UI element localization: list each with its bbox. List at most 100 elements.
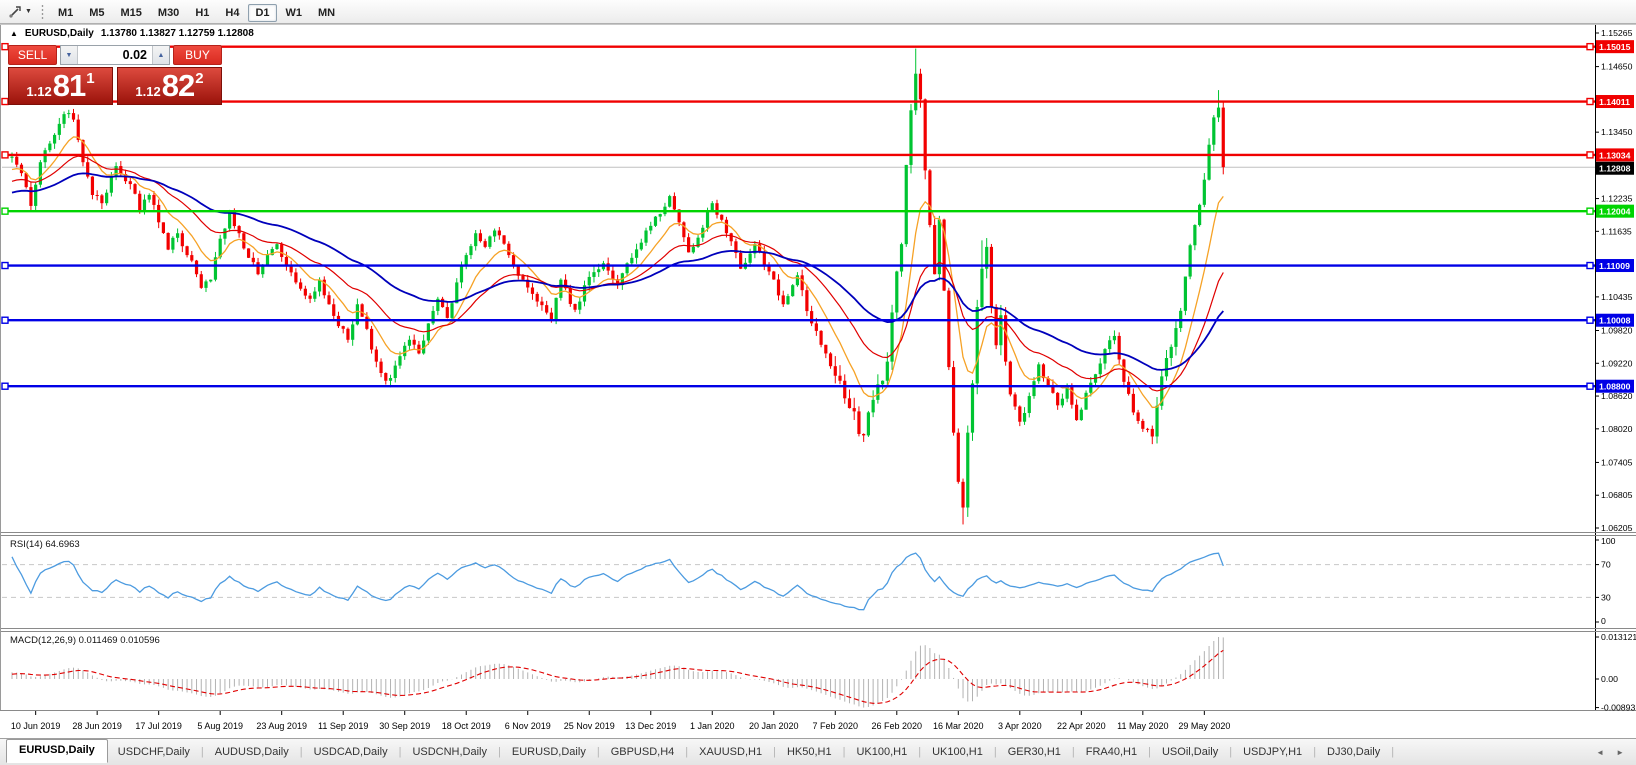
price-chart-canvas[interactable]: 1.15265 1.14650 1.13450 1.12235 1.11635 1.104… bbox=[0, 24, 1636, 738]
price-tick-label: 1.06805 bbox=[1601, 490, 1633, 500]
sell-price-big-digits: 81 bbox=[52, 68, 86, 103]
price-tick-label: 1.09220 bbox=[1601, 358, 1633, 368]
buy-price-pip-digit: 2 bbox=[195, 70, 204, 87]
svg-text:1.08800: 1.08800 bbox=[1599, 382, 1631, 392]
hline-handle[interactable] bbox=[1, 261, 9, 270]
price-tick-label: 1.11635 bbox=[1601, 226, 1632, 236]
hline-handle[interactable] bbox=[1, 382, 9, 390]
price-axis[interactable]: 1.15265 1.14650 1.13450 1.12235 1.11635 1.104… bbox=[1595, 24, 1634, 710]
sell-price-panel[interactable]: 1.12 81 1 bbox=[8, 67, 113, 105]
chart-tab-2[interactable]: AUDUSD,Daily bbox=[214, 746, 289, 758]
date-tick-label: 23 Aug 2019 bbox=[256, 721, 307, 731]
chart-tab-13[interactable]: USOil,Daily bbox=[1161, 746, 1219, 758]
chart-tab-11[interactable]: GER30,H1 bbox=[1007, 746, 1061, 758]
tab-separator: | bbox=[299, 746, 303, 758]
chart-tab-4[interactable]: USDCNH,Daily bbox=[412, 746, 487, 758]
hline-handle[interactable] bbox=[1586, 207, 1594, 215]
chart-window[interactable]: 1.15265 1.14650 1.13450 1.12235 1.11635 1.104… bbox=[0, 24, 1636, 738]
chart-tab-1[interactable]: USDCHF,Daily bbox=[117, 746, 190, 758]
timeframe-button-m30[interactable]: M30 bbox=[157, 6, 180, 19]
hline-handle[interactable] bbox=[1586, 261, 1594, 270]
hline-handle[interactable] bbox=[1586, 151, 1594, 159]
time-axis[interactable]: 10 Jun 2019 28 Jun 2019 17 Jul 2019 5 Aug 2… bbox=[11, 711, 1230, 731]
fast-ma-line bbox=[11, 136, 1224, 409]
chart-tab-8[interactable]: HK50,H1 bbox=[786, 746, 832, 758]
rsi-indicator-label: RSI(14) 64.6963 bbox=[10, 539, 80, 550]
hline-handle[interactable] bbox=[1, 316, 9, 324]
collapse-panel-icon[interactable]: ▲ bbox=[10, 28, 18, 38]
tab-scroll-left-icon[interactable]: ◄ bbox=[1596, 747, 1605, 757]
date-tick-label: 17 Jul 2019 bbox=[135, 721, 182, 731]
chart-tab-9[interactable]: UK100,H1 bbox=[856, 746, 908, 758]
tab-separator: | bbox=[685, 746, 689, 758]
mid-ma-line bbox=[11, 155, 1224, 392]
price-level-label: 1.13034 bbox=[1596, 148, 1634, 162]
price-tick-label: 1.10435 bbox=[1601, 292, 1633, 302]
date-tick-label: 29 May 2020 bbox=[1178, 721, 1230, 731]
tab-scroll-right-icon[interactable]: ► bbox=[1616, 747, 1624, 757]
chart-tab-7[interactable]: XAUUSD,H1 bbox=[699, 746, 763, 758]
hline-handle[interactable] bbox=[1586, 382, 1594, 390]
toolbar-grip bbox=[40, 3, 44, 20]
price-level-label: 1.10008 bbox=[1596, 313, 1634, 327]
hline-handle[interactable] bbox=[1586, 42, 1594, 51]
buy-price-big-digits: 82 bbox=[161, 68, 195, 103]
hline-handle[interactable] bbox=[1586, 97, 1594, 106]
svg-text:1.10008: 1.10008 bbox=[1599, 316, 1631, 326]
timeframe-button-w1[interactable]: W1 bbox=[285, 6, 303, 19]
date-tick-label: 16 Mar 2020 bbox=[933, 721, 984, 731]
svg-text:1.13034: 1.13034 bbox=[1599, 150, 1631, 160]
timeframe-button-m1[interactable]: M1 bbox=[57, 6, 74, 19]
price-level-label: 1.08800 bbox=[1596, 379, 1634, 393]
date-tick-label: 18 Oct 2019 bbox=[442, 721, 491, 731]
buy-button[interactable]: BUY bbox=[173, 45, 222, 65]
sell-price-pip-digit: 1 bbox=[86, 70, 95, 87]
timeframe-button-h1[interactable]: H1 bbox=[195, 6, 210, 19]
timeframe-button-mn[interactable]: MN bbox=[318, 6, 336, 19]
chart-tab-12[interactable]: FRA40,H1 bbox=[1085, 746, 1138, 758]
crosshair-tool-button[interactable]: ▼ bbox=[4, 3, 35, 21]
chart-ohlc-values: 1.13780 1.13827 1.12759 1.12808 bbox=[100, 28, 254, 39]
hline-handle[interactable] bbox=[1, 151, 9, 159]
chart-tab-5[interactable]: EURUSD,Daily bbox=[511, 746, 586, 758]
volume-increase-button[interactable]: ▲ bbox=[152, 46, 169, 64]
price-level-label: 1.15015 bbox=[1596, 40, 1634, 54]
volume-input[interactable]: 0.02 bbox=[122, 48, 147, 62]
timeframe-button-d1[interactable]: D1 bbox=[248, 3, 277, 22]
chart-tab-10[interactable]: UK100,H1 bbox=[932, 746, 983, 758]
chart-tab-15[interactable]: DJ30,Daily bbox=[1327, 746, 1381, 758]
macd-signal-line bbox=[11, 649, 1224, 704]
tab-separator: | bbox=[1148, 746, 1151, 758]
tab-separator: | bbox=[1229, 746, 1233, 758]
timeframe-button-m5[interactable]: M5 bbox=[89, 6, 105, 19]
hline-handle[interactable] bbox=[1586, 316, 1594, 324]
chevron-down-icon: ▼ bbox=[25, 8, 32, 15]
price-tick-label: 1.14650 bbox=[1601, 62, 1633, 72]
chart-tab-3[interactable]: USDCAD,Daily bbox=[313, 746, 388, 758]
chart-tab-14[interactable]: USDJPY,H1 bbox=[1243, 746, 1303, 758]
volume-decrease-button[interactable]: ▼ bbox=[61, 46, 78, 64]
chart-tab-0[interactable]: EURUSD,Daily bbox=[6, 739, 108, 763]
date-tick-label: 26 Feb 2020 bbox=[872, 721, 923, 731]
macd-axis-label: 0.013121 bbox=[1601, 632, 1636, 642]
timeframe-button-h4[interactable]: H4 bbox=[225, 6, 240, 19]
buy-price-panel[interactable]: 1.12 82 2 bbox=[117, 67, 222, 105]
chart-background bbox=[0, 24, 1636, 738]
one-click-trading-panel: SELL ▼ 0.02 ▲ BUY 1.12 81 1 1.12 82 2 bbox=[8, 45, 222, 105]
tab-separator: | bbox=[842, 746, 846, 758]
date-tick-label: 25 Nov 2019 bbox=[564, 721, 615, 731]
hline-handle[interactable] bbox=[1, 207, 9, 215]
svg-text:1.12808: 1.12808 bbox=[1599, 164, 1631, 174]
date-tick-label: 20 Jan 2020 bbox=[749, 721, 799, 731]
sell-price-prefix: 1.12 bbox=[26, 84, 52, 99]
macd-pane: 0.013121 0.00 -0.00893 MACD(12,26,9) 0.0114… bbox=[10, 632, 1636, 713]
sell-button[interactable]: SELL bbox=[8, 45, 57, 65]
date-tick-label: 11 Sep 2019 bbox=[318, 721, 368, 731]
timeframe-button-m15[interactable]: M15 bbox=[120, 6, 142, 19]
rsi-pane: 100 70 30 0 RSI(14) 64.6963 bbox=[2, 536, 1616, 626]
chart-tab-6[interactable]: GBPUSD,H4 bbox=[610, 746, 675, 758]
price-tick-label: 1.06205 bbox=[1601, 523, 1633, 533]
macd-axis-label: -0.00893 bbox=[1601, 703, 1635, 713]
tab-separator: | bbox=[498, 746, 501, 758]
date-tick-label: 22 Apr 2020 bbox=[1057, 721, 1106, 731]
